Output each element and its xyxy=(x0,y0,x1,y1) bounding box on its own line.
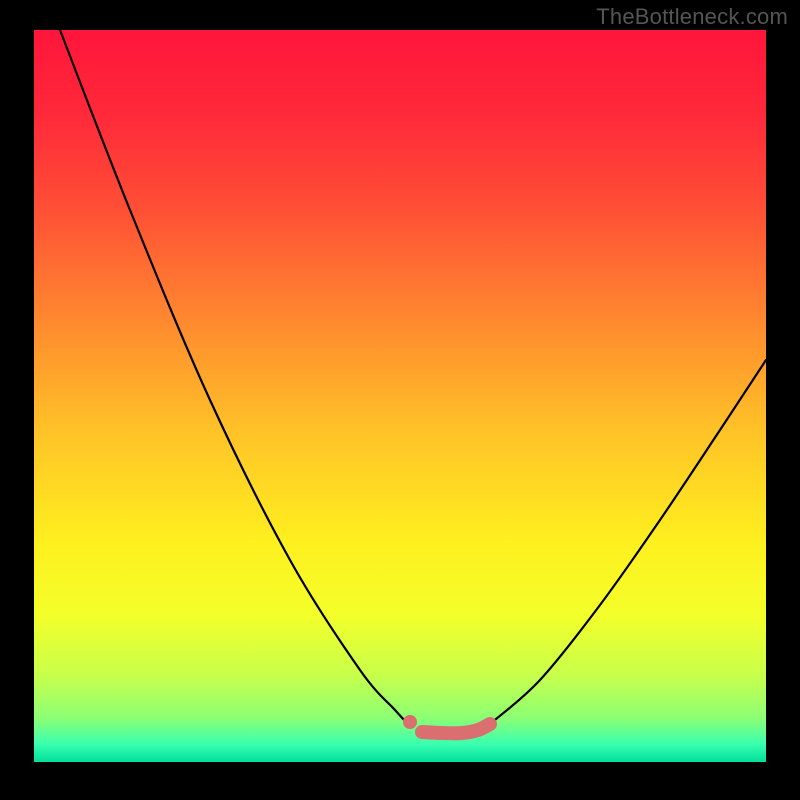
plot-area xyxy=(34,30,766,762)
watermark-text: TheBottleneck.com xyxy=(596,4,788,30)
chart-svg xyxy=(0,0,800,800)
chart-root: TheBottleneck.com xyxy=(0,0,800,800)
valley-highlight-dot xyxy=(403,715,417,729)
